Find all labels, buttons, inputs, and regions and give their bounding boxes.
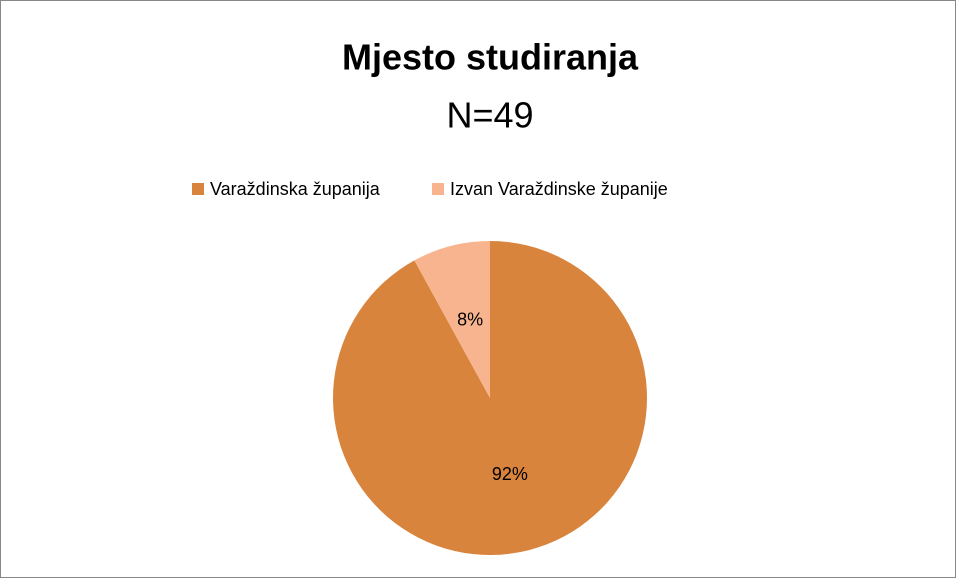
legend-swatch bbox=[192, 183, 204, 195]
data-label: 8% bbox=[457, 309, 483, 329]
data-label: 92% bbox=[492, 464, 528, 484]
legend-swatch bbox=[432, 183, 444, 195]
pie-slice bbox=[414, 241, 490, 398]
legend-label: Varaždinska županija bbox=[210, 179, 381, 199]
chart-title: Mjesto studiranja bbox=[342, 37, 639, 78]
chart-subtitle: N=49 bbox=[446, 95, 533, 136]
legend-label: Izvan Varaždinske županije bbox=[450, 179, 668, 199]
